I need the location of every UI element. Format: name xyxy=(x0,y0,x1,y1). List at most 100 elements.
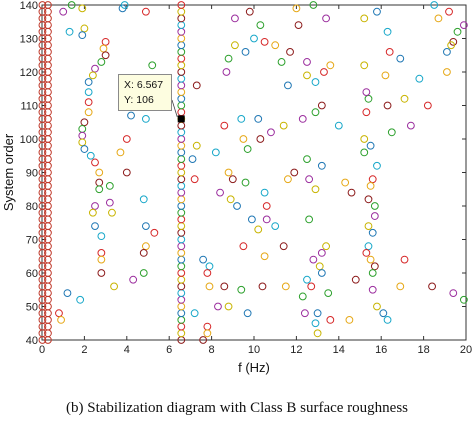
pole-marker xyxy=(334,121,343,130)
pole-marker xyxy=(105,198,114,207)
pole-marker xyxy=(298,115,307,123)
pole-marker xyxy=(311,185,320,194)
pole-marker xyxy=(55,309,63,318)
pole-marker xyxy=(101,51,110,60)
pole-marker xyxy=(362,249,371,257)
y-tick-label: 80 xyxy=(26,201,38,213)
pole-marker xyxy=(366,255,375,264)
pole-marker xyxy=(97,232,106,241)
pole-marker xyxy=(95,168,104,177)
pole-marker xyxy=(415,74,424,83)
pole-marker xyxy=(322,14,330,23)
pole-marker xyxy=(303,155,311,164)
x-tick-label: 2 xyxy=(81,344,87,356)
y-tick-label: 60 xyxy=(26,268,38,280)
pole-marker xyxy=(326,316,335,324)
figure-caption: (b) Stabilization diagram with Class B s… xyxy=(65,400,408,416)
pole-marker xyxy=(222,68,231,76)
x-tick-label: 10 xyxy=(248,344,260,356)
x-tick-label: 4 xyxy=(124,344,130,356)
pole-marker xyxy=(428,282,436,291)
pole-marker xyxy=(303,71,311,80)
x-axis-label: f (Hz) xyxy=(238,360,270,375)
pole-marker xyxy=(370,202,379,210)
pole-marker xyxy=(322,242,330,251)
stable-pole-marker xyxy=(38,1,47,9)
pole-marker xyxy=(279,242,288,251)
pole-marker xyxy=(360,135,369,143)
pole-marker xyxy=(362,108,371,117)
pole-marker xyxy=(241,48,250,56)
pole-marker xyxy=(80,24,89,33)
pole-marker xyxy=(443,68,451,76)
pole-marker xyxy=(95,185,104,194)
pole-marker xyxy=(205,282,214,291)
pole-marker xyxy=(381,71,390,80)
pole-marker xyxy=(430,1,439,9)
data-tip-x: X: 6.567 xyxy=(124,79,164,91)
pole-marker xyxy=(345,316,354,324)
x-tick-label: 18 xyxy=(417,344,429,356)
x-tick-label: 12 xyxy=(290,344,302,356)
pole-marker xyxy=(192,81,201,90)
pole-marker xyxy=(281,282,290,291)
pole-marker xyxy=(290,168,299,177)
y-axis-label: System order xyxy=(1,133,16,211)
pole-marker xyxy=(313,329,322,338)
pole-marker xyxy=(91,222,99,231)
data-tip-anchor xyxy=(177,115,185,123)
pole-marker xyxy=(63,289,72,298)
pole-marker xyxy=(267,128,275,137)
pole-marker xyxy=(317,161,326,170)
pole-marker xyxy=(139,269,148,277)
pole-marker xyxy=(65,27,74,36)
pole-marker xyxy=(373,302,381,311)
pole-marker xyxy=(231,41,239,50)
pole-marker xyxy=(326,61,335,70)
pole-marker xyxy=(190,309,199,318)
pole-marker xyxy=(396,54,405,63)
pole-marker xyxy=(84,78,93,86)
pole-marker xyxy=(307,282,316,291)
pole-marker xyxy=(305,215,314,224)
pole-marker xyxy=(385,48,394,56)
pole-marker xyxy=(423,101,432,110)
pole-marker xyxy=(59,7,68,16)
pole-marker xyxy=(224,302,233,311)
pole-marker xyxy=(247,215,256,224)
data-tip-y: Y: 106 xyxy=(124,94,154,106)
pole-marker xyxy=(141,7,150,16)
pole-marker xyxy=(99,44,108,53)
pole-marker xyxy=(279,121,288,130)
pole-marker xyxy=(459,21,468,30)
pole-marker xyxy=(300,309,309,318)
pole-marker xyxy=(364,222,373,231)
y-tick-label: 40 xyxy=(26,335,38,347)
pole-marker xyxy=(443,48,451,56)
pole-marker xyxy=(243,309,252,318)
pole-marker xyxy=(139,195,148,204)
pole-marker xyxy=(262,215,271,224)
pole-marker xyxy=(309,255,318,264)
pole-marker xyxy=(373,7,381,16)
pole-marker xyxy=(445,7,453,16)
pole-marker xyxy=(84,88,93,96)
pole-marker xyxy=(383,101,392,110)
pole-marker xyxy=(220,282,229,291)
pole-marker xyxy=(262,202,271,210)
pole-marker xyxy=(449,289,458,298)
pole-marker xyxy=(400,255,409,264)
pole-marker xyxy=(256,21,265,30)
pole-marker xyxy=(368,269,377,277)
pole-marker xyxy=(271,41,280,50)
data-tip[interactable]: X: 6.567 Y: 106 xyxy=(118,74,172,111)
pole-marker xyxy=(91,158,99,167)
y-tick-label: 120 xyxy=(20,67,38,79)
pole-marker xyxy=(311,319,320,328)
pole-marker xyxy=(233,202,241,210)
stable-pole-marker xyxy=(44,1,52,9)
pole-marker xyxy=(239,135,248,143)
pole-marker xyxy=(203,329,212,338)
pole-marker xyxy=(317,249,326,257)
